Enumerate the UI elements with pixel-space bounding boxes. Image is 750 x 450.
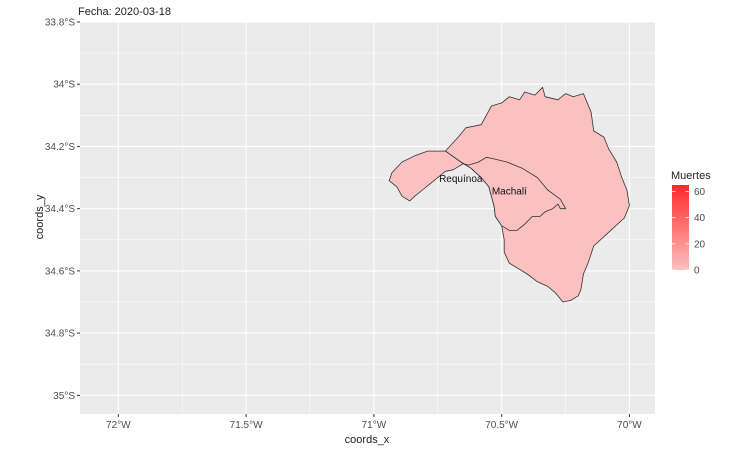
region-label-0: Machalí xyxy=(492,187,527,198)
plot-title: Fecha: 2020-03-18 xyxy=(78,6,171,18)
region-labels: Machalí Requínoa xyxy=(439,174,527,197)
x-axis-ticks: 72°W 71.5°W 71°W 70.5°W 70°W xyxy=(106,414,642,431)
legend-tick-label: 20 xyxy=(694,239,706,250)
region-1 xyxy=(388,150,566,231)
x-tick-label: 71°W xyxy=(362,420,387,431)
legend-tick-label: 40 xyxy=(694,213,706,224)
y-tick-label: 34.8°S xyxy=(45,329,75,340)
region-label-1: Requínoa xyxy=(439,174,483,185)
regions-layer xyxy=(388,86,630,303)
y-tick-label: 34.6°S xyxy=(45,266,75,277)
y-axis-title: coords_y xyxy=(34,194,46,239)
y-tick-label: 34°S xyxy=(53,80,75,91)
y-tick-label: 33.8°S xyxy=(45,18,75,29)
x-tick-label: 72°W xyxy=(106,420,131,431)
legend-tick-label: 60 xyxy=(694,187,706,198)
y-tick-label: 34.4°S xyxy=(45,204,75,215)
legend-title: Muertes xyxy=(671,170,711,182)
legend-tick-label: 0 xyxy=(694,266,700,277)
y-tick-label: 35°S xyxy=(53,391,75,402)
legend-colorbar xyxy=(672,185,689,270)
color-legend: Muertes 0 20 40 60 xyxy=(671,170,711,277)
x-axis-title: coords_x xyxy=(345,434,390,446)
y-tick-label: 34.2°S xyxy=(45,142,75,153)
x-tick-label: 70°W xyxy=(617,420,642,431)
y-axis-ticks: 33.8°S 34°S 34.2°S 34.4°S 34.6°S 34.8°S 35°S xyxy=(45,18,80,402)
x-tick-label: 70.5°W xyxy=(485,420,518,431)
legend-ticks: 0 20 40 60 xyxy=(672,187,706,277)
x-tick-label: 71.5°W xyxy=(230,420,263,431)
